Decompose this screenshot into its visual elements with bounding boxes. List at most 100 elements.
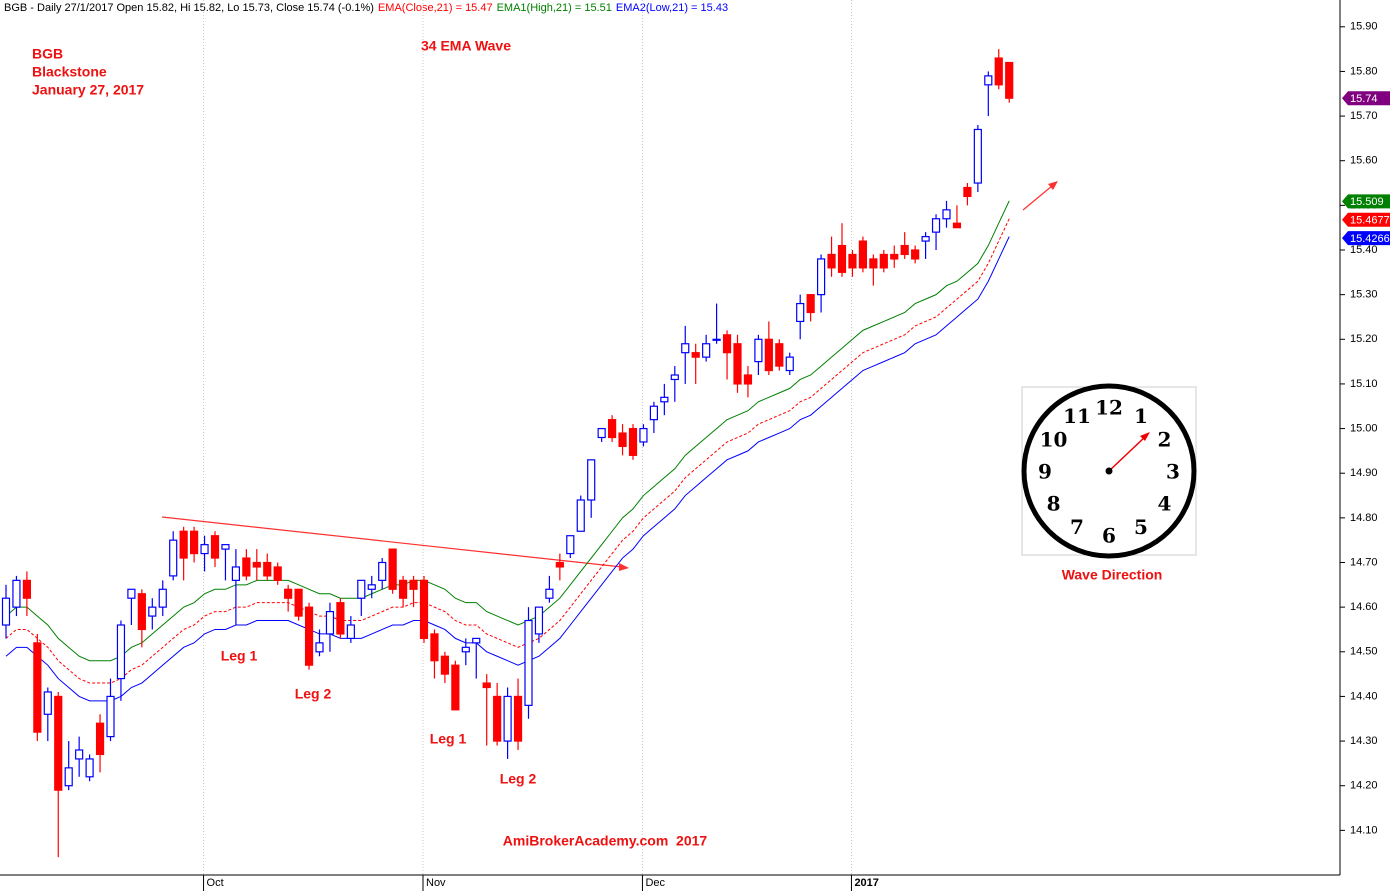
y-tick-label: 14.30 [1350,735,1378,747]
candle-body [649,405,659,421]
candle-body [702,343,711,358]
candle-body [942,209,951,220]
candle-body [85,758,94,778]
trend-arrow-head [619,563,629,571]
x-tick-label: 2017 [854,877,878,889]
chart-header: BGB - Daily 27/1/2017 Open 15.82, Hi 15.… [4,2,728,14]
candle-body [754,338,763,363]
candle-body [911,249,920,260]
candle-body [576,499,585,532]
candle-body [304,606,314,666]
y-tick-label: 15.10 [1350,378,1378,390]
candle-body [890,253,899,260]
y-tick-label: 14.80 [1350,512,1378,524]
candle-body [482,682,491,689]
candle-body [785,356,794,372]
candle-body [534,606,544,635]
candle-body [994,57,1003,86]
candle-body [75,749,84,760]
candle-body [837,244,847,273]
candle-body [137,593,146,631]
candle-body [315,642,324,653]
clock-numeral: 6 [1102,524,1116,548]
candle-body [545,588,554,599]
candle-body [524,619,533,706]
annotation: Leg 2 [295,686,332,702]
candle-body [357,579,366,599]
clock-numeral: 7 [1070,515,1084,539]
candle-body [848,253,857,269]
candle-body [106,695,115,738]
candle-body [900,244,909,256]
candle-body [566,535,575,555]
y-tick-label: 15.70 [1350,110,1378,122]
candle-body [1005,61,1014,99]
price-tag-label: 15.4677 [1350,215,1390,227]
legend-entry: EMA2(Low,21) = 15.43 [616,2,728,14]
candle-body [54,695,63,791]
direction-arrow [1022,185,1053,211]
candle-body [660,396,669,403]
candle-body [231,566,240,581]
candle-body [346,624,355,639]
candle-body [200,544,209,555]
candle-body [388,548,397,590]
clock-numeral: 10 [1040,428,1068,452]
candle-body [513,695,523,742]
candle-body [22,579,31,599]
candle-body [451,664,460,711]
candle-body [325,611,335,635]
candle-body [952,222,962,229]
candle-body [806,294,815,314]
candle-body [336,602,345,635]
price-tag-label: 15.509 [1350,196,1384,208]
annotation: Leg 2 [500,771,537,787]
candle-body [461,646,470,653]
candle-body [399,579,408,599]
annotation: Leg 1 [430,731,467,747]
candle-body [33,642,42,733]
candle-body [284,588,293,599]
candle-body [869,258,878,269]
candle-body [587,459,596,501]
candle-body [252,561,261,568]
candle-body [409,579,418,590]
y-tick-label: 14.20 [1350,780,1378,792]
annotation: BGB [32,46,63,62]
clock-numeral: 5 [1134,515,1148,539]
candle-body [816,258,826,296]
candle-body [921,236,930,242]
candle-body [858,240,868,269]
candle-body [148,606,157,617]
candle-body [430,633,439,662]
candle-body [607,419,617,439]
candle-body [670,374,679,381]
clock-numeral: 9 [1038,460,1052,484]
annotation: 34 EMA Wave [421,38,511,54]
clock-numeral: 8 [1047,492,1061,516]
clock-hand [1108,435,1147,472]
clock-numeral: 2 [1157,428,1171,452]
candle-body [493,695,502,742]
clock-hand-tip [1140,432,1150,441]
price-tag [1342,231,1390,246]
annotation: Blackstone [32,64,107,80]
candle-body [681,343,690,354]
y-tick-label: 15.20 [1350,333,1378,345]
y-tick-label: 14.70 [1350,556,1378,568]
annotation: Wave Direction [1062,567,1163,583]
y-tick-label: 14.90 [1350,467,1378,479]
candle-body [273,566,282,581]
y-tick-label: 15.90 [1350,21,1378,33]
price-tag [1342,212,1390,227]
y-tick-label: 15.80 [1350,65,1378,77]
candle-body [12,579,21,608]
candle-body [931,218,941,233]
candle-body [1,597,11,626]
clock-numeral: 4 [1157,492,1171,516]
candle-body [419,579,429,639]
candle-body [263,561,272,577]
candle-body [743,374,753,385]
